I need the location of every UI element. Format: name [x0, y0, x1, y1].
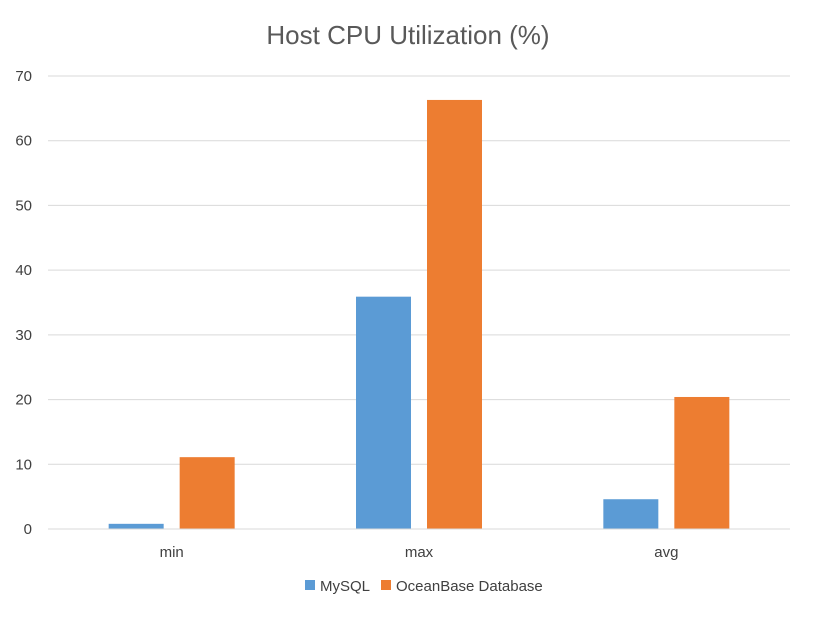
x-category-label: avg — [654, 544, 678, 561]
bar-oceanbase-database-min — [179, 457, 235, 529]
y-tick-label: 20 — [15, 392, 32, 409]
gridlines — [48, 75, 790, 465]
y-tick-label: 60 — [15, 133, 32, 150]
y-tick-label: 50 — [15, 197, 32, 214]
x-axis-category-labels: min max avg — [160, 544, 679, 561]
y-tick-label: 40 — [15, 262, 32, 279]
bars — [108, 99, 730, 530]
y-tick-label: 30 — [15, 327, 32, 344]
bar-mysql-max — [356, 296, 411, 529]
legend-label: MySQL — [320, 578, 370, 595]
y-tick-label: 10 — [15, 456, 32, 473]
y-axis-tick-labels: 0 10 20 30 40 50 60 70 — [15, 68, 32, 538]
y-tick-label: 70 — [15, 68, 32, 85]
legend-swatch-oceanbase-database — [381, 580, 391, 590]
legend-swatch-mysql — [305, 580, 315, 590]
legend-label: OceanBase Database — [396, 578, 543, 595]
bar-oceanbase-database-avg — [674, 396, 730, 529]
bar-oceanbase-database-max — [427, 99, 482, 530]
x-category-label: min — [160, 544, 184, 561]
bar-mysql-avg — [603, 499, 659, 529]
y-tick-label: 0 — [24, 521, 32, 538]
legend: MySQL OceanBase Database — [305, 578, 543, 595]
bar-mysql-min — [108, 523, 164, 529]
x-category-label: max — [405, 544, 434, 561]
chart-title: Host CPU Utilization (%) — [266, 20, 549, 50]
